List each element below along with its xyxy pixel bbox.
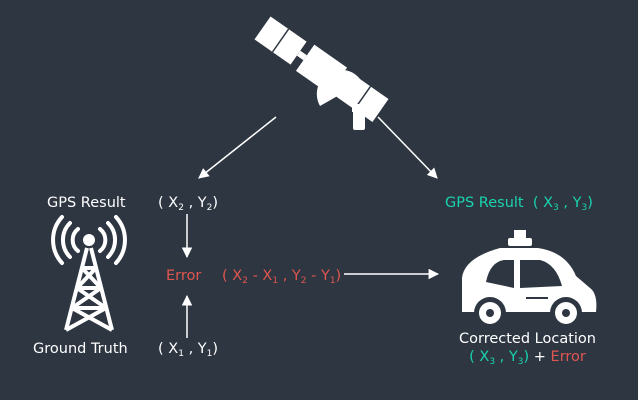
ground-truth-label: Ground Truth [33,341,128,357]
satellite-icon [254,16,389,130]
error-formula: ( X2 - X1 , Y2 - Y1) [222,268,342,286]
arrow-satellite-to-gps-right [377,116,438,179]
self-driving-car-icon [462,230,597,329]
arrow-satellite-to-gps-left [198,116,277,179]
corrected-location-label: Corrected Location [459,331,596,347]
gps-result-right: GPS Result ( X3 , Y3) [445,195,593,213]
cell-tower-icon [51,215,127,332]
ground-truth-coords: ( X1 , Y1) [158,341,219,359]
error-label: Error [166,268,202,284]
gps-result-left-coords: ( X2 , Y2) [158,195,219,213]
corrected-location-formula: ( X3 , Y3) + Error [469,349,586,367]
gps-result-left-label: GPS Result [47,195,126,211]
